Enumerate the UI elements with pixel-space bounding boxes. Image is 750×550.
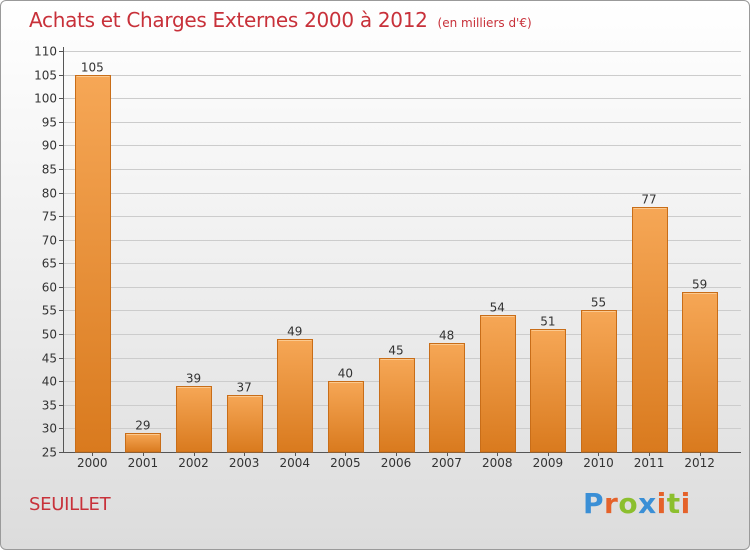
data-label: 48: [439, 329, 454, 343]
data-label: 59: [692, 278, 707, 292]
x-tick-label: 2007: [431, 456, 462, 470]
bar: [429, 343, 465, 453]
y-tick-label: 90: [42, 139, 57, 153]
x-tick-label: 2008: [482, 456, 513, 470]
data-label: 39: [186, 372, 201, 386]
y-tick-label: 70: [42, 234, 57, 248]
bar: [75, 75, 111, 453]
y-tick-label: 95: [42, 116, 57, 130]
x-tick-label: 2004: [279, 456, 310, 470]
x-tick-label: 2000: [77, 456, 108, 470]
y-tick-label: 30: [42, 422, 57, 436]
bar: [632, 207, 668, 453]
logo-letter: r: [604, 487, 619, 520]
data-label: 37: [237, 381, 252, 395]
y-tick-label: 110: [34, 45, 57, 59]
x-tick-label: 2002: [178, 456, 209, 470]
y-tick-label: 35: [42, 399, 57, 413]
x-tick-labels: 2000 2001 2002 2003 2004 2005 2006 2007 2008 2009…: [77, 456, 715, 470]
y-tick-label: 75: [42, 210, 57, 224]
data-label: 29: [135, 419, 150, 433]
logo-letter: x: [638, 487, 657, 520]
bar: [176, 386, 212, 453]
x-tick-label: 2006: [381, 456, 412, 470]
bar: [682, 292, 718, 453]
y-tick-label: 40: [42, 375, 57, 389]
y-tick-label: 50: [42, 328, 57, 342]
bar: [227, 395, 263, 453]
y-tick-label: 55: [42, 304, 57, 318]
x-tick-label: 2010: [583, 456, 614, 470]
data-label: 51: [540, 315, 555, 329]
y-tick-label: 65: [42, 257, 57, 271]
data-label: 45: [388, 344, 403, 358]
logo-letter: i: [656, 487, 667, 520]
bars: [75, 75, 718, 453]
bar: [328, 381, 364, 453]
y-tick-label: 60: [42, 281, 57, 295]
bar: [125, 433, 161, 453]
data-label: 55: [591, 296, 606, 310]
data-label: 77: [641, 193, 656, 207]
logo-letter: o: [618, 487, 639, 520]
place-name: SEUILLET: [29, 494, 111, 515]
y-tick-label: 85: [42, 163, 57, 177]
x-tick-label: 2005: [330, 456, 361, 470]
title-text: Achats et Charges Externes 2000 à 2012: [29, 8, 428, 32]
bar: [581, 310, 617, 453]
x-tick-label: 2011: [634, 456, 665, 470]
y-tick-label: 100: [34, 92, 57, 106]
logo-letter: P: [583, 487, 605, 520]
bar: [379, 358, 415, 453]
proxiti-logo: Proxiti: [583, 487, 691, 520]
y-tick-label: 105: [34, 69, 57, 83]
data-labels: 105 29 39 37 49 40 45 48 54 51 55 77 59: [81, 61, 707, 433]
data-label: 105: [81, 61, 104, 75]
logo-letter: i: [680, 487, 691, 520]
x-tick-label: 2009: [533, 456, 564, 470]
logo-letter: t: [666, 487, 681, 520]
chart-subtitle: (en milliers d'€): [437, 16, 532, 30]
chart-title: Achats et Charges Externes 2000 à 2012 (e…: [29, 8, 532, 32]
x-tick-label: 2001: [128, 456, 159, 470]
data-label: 54: [490, 301, 505, 315]
y-tick-label: 45: [42, 352, 57, 366]
data-label: 40: [338, 367, 353, 381]
y-tick-label: 80: [42, 187, 57, 201]
bar: [277, 339, 313, 453]
y-tick-label: 25: [42, 446, 57, 460]
bar: [480, 315, 516, 453]
y-tick-labels: 25 30 35 40 45 50 55 60 65 70 75 80 85 90 95 100 105 110: [34, 45, 57, 460]
x-tick-label: 2012: [684, 456, 715, 470]
x-tick-label: 2003: [229, 456, 260, 470]
bar: [530, 329, 566, 453]
data-label: 49: [287, 325, 302, 339]
